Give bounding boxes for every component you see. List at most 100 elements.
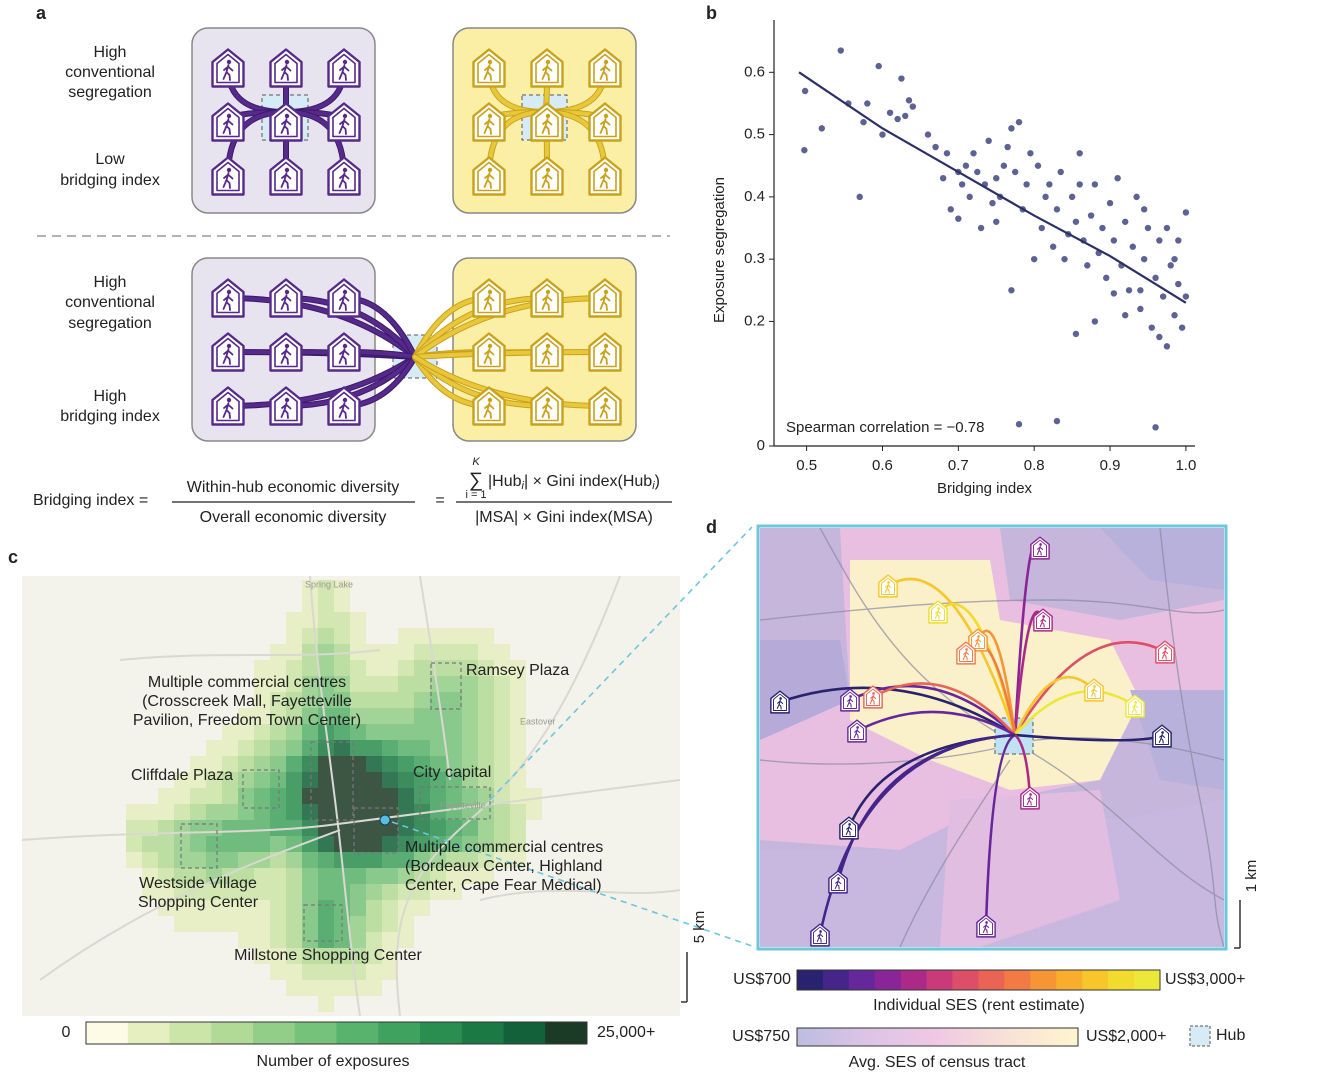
heat-cell: [206, 804, 222, 820]
place-box: [310, 741, 354, 821]
heat-cell: [190, 788, 206, 804]
heat-cell: [510, 724, 526, 740]
point: [1091, 318, 1099, 325]
segregation-label: segregation: [68, 315, 152, 332]
point: [993, 174, 1000, 182]
point: [1072, 218, 1080, 225]
heat-cell: [350, 740, 366, 756]
heat-cell: [174, 804, 190, 820]
map-c: [22, 576, 680, 1016]
heat-cell: [254, 804, 270, 820]
heat-cell: [206, 820, 222, 836]
heat-cell: [398, 644, 414, 660]
point: [1008, 125, 1015, 132]
heat-cell: [446, 628, 462, 644]
heat-cell: [414, 676, 430, 692]
point: [1137, 287, 1144, 294]
x-tick-label: 0.5: [796, 457, 817, 474]
point: [818, 125, 825, 132]
point: [1171, 255, 1178, 263]
heat-cell: [238, 804, 254, 820]
point: [1106, 199, 1114, 207]
numerator-part: |Hub: [488, 473, 522, 490]
heat-cell: [222, 884, 238, 900]
heat-cell: [494, 772, 510, 788]
colorbar-swatch: [1082, 970, 1109, 990]
heat-cell: [350, 980, 366, 996]
heat-cell: [286, 772, 302, 788]
panel-label: d: [706, 517, 717, 537]
colorbar-swatch: [211, 1022, 254, 1044]
heat-cell: [286, 804, 302, 820]
heat-cell: [126, 836, 142, 852]
heat-cell: [302, 756, 318, 772]
segregation-level: High: [94, 274, 127, 291]
heat-cell: [174, 772, 190, 788]
point: [1076, 181, 1083, 188]
heat-cell: [318, 996, 334, 1012]
heat-cell: [126, 852, 142, 868]
tract: [1130, 690, 1224, 790]
heat-cell: [286, 964, 302, 980]
x-tick-label: 0.7: [948, 457, 969, 474]
point: [1122, 312, 1129, 319]
colorbar-swatch: [420, 1022, 463, 1044]
heat-cell: [286, 660, 302, 676]
point: [1159, 293, 1167, 300]
heat-cell: [238, 932, 254, 948]
heat-cell: [446, 692, 462, 708]
formula-denominator: Overall economic diversity: [200, 509, 387, 526]
point: [886, 109, 894, 116]
point: [939, 174, 947, 182]
segregation-label: segregation: [68, 84, 152, 101]
heat-cell: [430, 724, 446, 740]
heat-cell: [318, 900, 334, 916]
colorbar-swatch: [1108, 970, 1135, 990]
heat-cell: [286, 884, 302, 900]
heat-cell: [462, 692, 478, 708]
point: [1099, 224, 1106, 232]
heat-cell: [478, 644, 494, 660]
heat-cell: [318, 884, 334, 900]
point: [1175, 237, 1182, 244]
colorbar-title: Avg. SES of census tract: [849, 1054, 1026, 1071]
heat-cell: [190, 868, 206, 884]
formula-equals: =: [435, 492, 444, 509]
heat-cell: [398, 932, 414, 948]
place-label: Millstone Shopping Center: [234, 947, 422, 964]
heat-cell: [238, 852, 254, 868]
colorbar-swatch: [545, 1022, 588, 1044]
point: [860, 118, 867, 126]
place-label: City capital: [413, 764, 491, 781]
heat-cell: [158, 836, 174, 852]
heat-cell: [222, 820, 238, 836]
heat-cell: [462, 724, 478, 740]
heat-cell: [302, 692, 318, 708]
point: [966, 193, 973, 201]
heat-cell: [318, 804, 334, 820]
heat-cell: [270, 708, 286, 724]
panel-label: c: [8, 547, 18, 567]
point: [1091, 181, 1099, 188]
heat-cell: [462, 740, 478, 756]
connection: [1013, 675, 1095, 736]
heat-cell: [254, 900, 270, 916]
heat-cell: [302, 660, 318, 676]
connection: [1014, 690, 1136, 736]
heat-cell: [462, 852, 478, 868]
heat-cell: [414, 628, 430, 644]
point: [1140, 255, 1148, 263]
colorbar-swatch: [848, 970, 876, 990]
heat-cell: [350, 772, 366, 788]
heat-cell: [366, 756, 382, 772]
point: [902, 112, 909, 120]
point: [970, 150, 977, 157]
heat-cell: [238, 756, 254, 772]
heat-cell: [334, 884, 350, 900]
point: [894, 115, 901, 123]
heat-cell: [254, 868, 270, 884]
point: [1137, 305, 1144, 313]
point: [1042, 193, 1049, 201]
colorbar-frame: [796, 969, 1161, 991]
colorbar-swatch: [900, 970, 927, 990]
